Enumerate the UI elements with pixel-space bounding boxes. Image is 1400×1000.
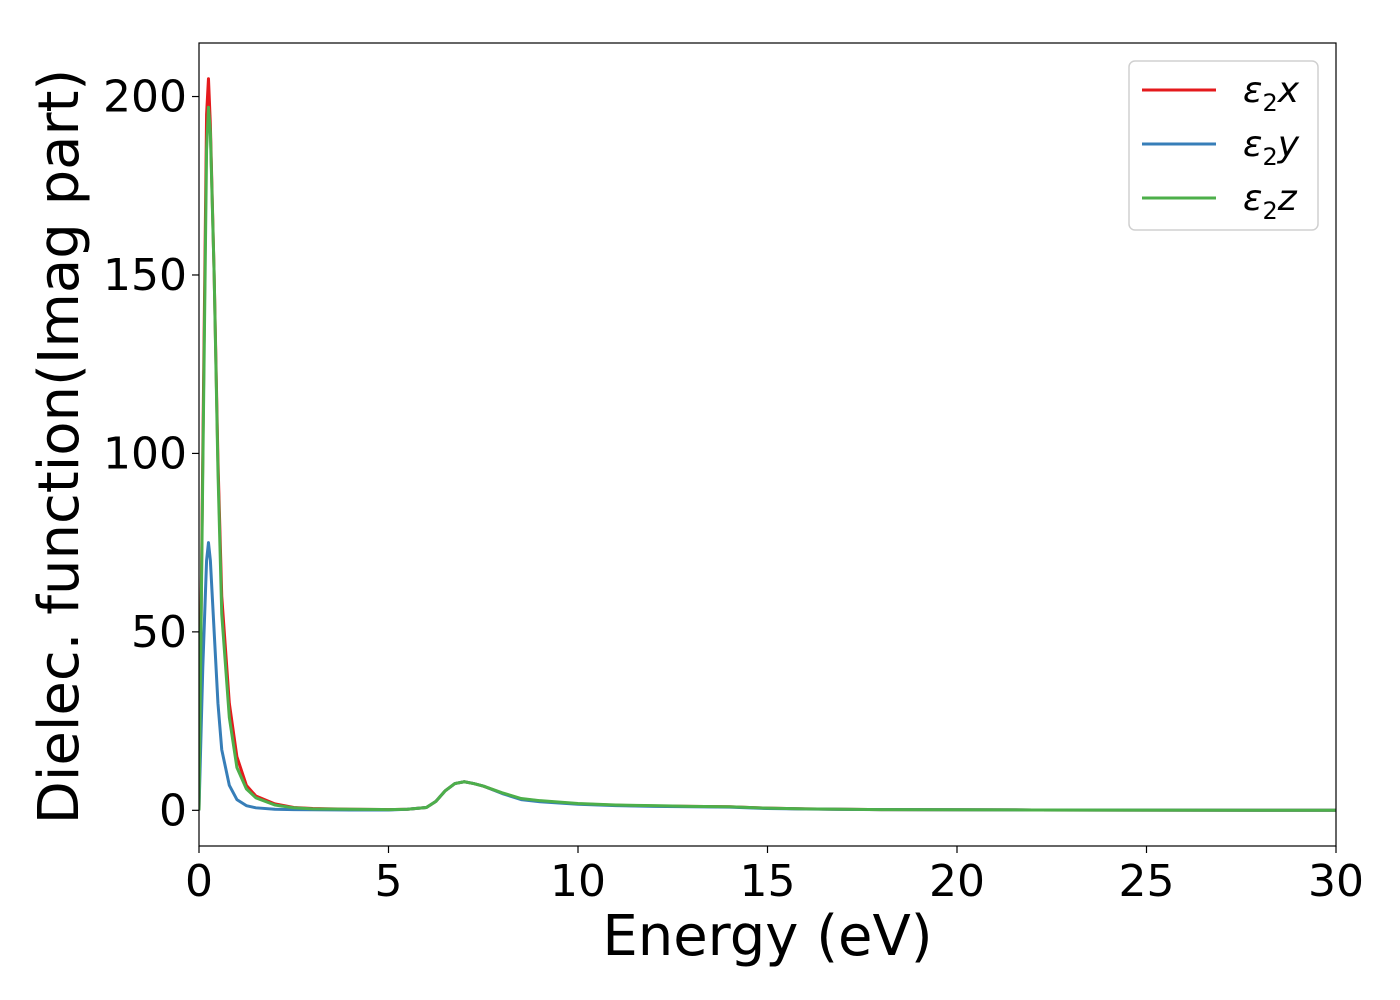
legend-label-subscript: 2 — [1262, 143, 1277, 171]
y-tick-label: 100 — [103, 428, 187, 479]
x-axis-label: Energy (eV) — [602, 904, 932, 969]
legend-box — [1128, 60, 1319, 231]
series-line-z — [199, 105, 1336, 812]
y-tick-label: 200 — [103, 72, 187, 123]
x-tick-label: 10 — [550, 856, 606, 907]
x-axis-ticks: 0 5 10 15 20 25 30 — [185, 846, 1364, 907]
y-tick-label: 0 — [159, 785, 187, 836]
legend-label-subscript: 2 — [1262, 197, 1277, 225]
x-tick-label: 25 — [1119, 856, 1175, 907]
legend-label-component: x — [1277, 70, 1300, 111]
x-tick-label: 15 — [740, 856, 796, 907]
series-lines — [199, 77, 1336, 812]
legend-label-component: y — [1277, 124, 1300, 165]
x-tick-label: 30 — [1308, 856, 1364, 907]
x-tick-label: 20 — [929, 856, 985, 907]
y-tick-label: 50 — [131, 607, 187, 658]
x-tick-label: 0 — [185, 856, 213, 907]
y-axis-ticks: 0 50 100 150 200 — [103, 72, 199, 836]
legend-label: ε2y — [1243, 124, 1300, 171]
legend-label: ε2x — [1243, 70, 1300, 117]
legend-label-symbol: ε — [1243, 70, 1262, 111]
legend-label-symbol: ε — [1243, 124, 1262, 165]
legend-label-component: z — [1277, 178, 1298, 219]
x-tick-label: 5 — [375, 856, 403, 907]
legend-label-symbol: ε — [1243, 178, 1262, 219]
legend-label: ε2z — [1243, 178, 1298, 225]
y-tick-label: 150 — [103, 250, 187, 301]
series-line-y — [199, 541, 1336, 812]
legend-label-subscript: 2 — [1262, 89, 1277, 117]
y-axis-label: Dielec. function(Imag part) — [27, 69, 92, 825]
